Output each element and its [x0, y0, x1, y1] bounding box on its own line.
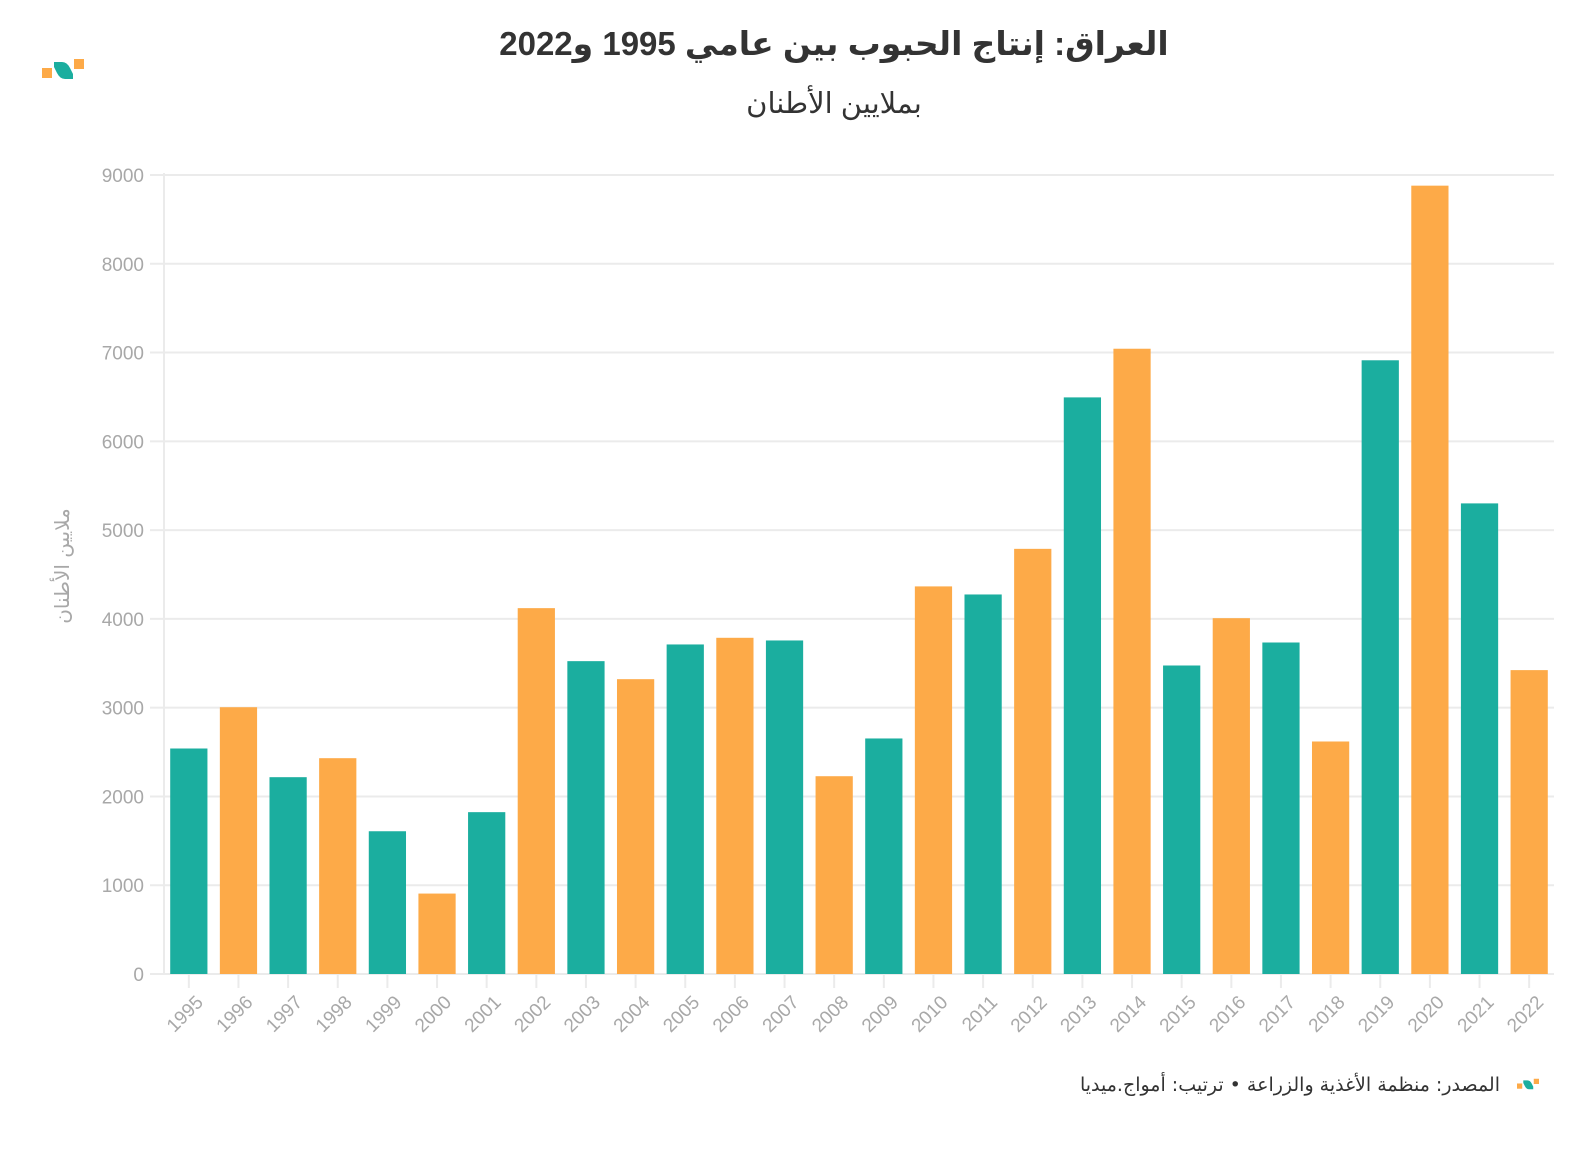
y-tick-label: 0	[133, 965, 144, 986]
x-tick-label: 2003	[560, 992, 605, 1037]
x-tick-label: 2011	[958, 992, 1002, 1036]
bar-2009[interactable]	[865, 738, 903, 974]
bar-1998[interactable]	[319, 758, 357, 974]
x-tick-label: 2006	[709, 992, 754, 1037]
bar-2018[interactable]	[1311, 741, 1350, 974]
x-tick-label: 2017	[1255, 992, 1300, 1037]
bar-2013[interactable]	[1063, 397, 1102, 975]
bar-2014[interactable]	[1113, 348, 1151, 974]
x-tick-label: 2019	[1354, 992, 1399, 1037]
x-tick-label: 2020	[1404, 992, 1449, 1037]
x-tick-label: 2018	[1305, 992, 1350, 1037]
bar-2010[interactable]	[914, 586, 953, 974]
bar-2021[interactable]	[1460, 503, 1499, 974]
source-footer: المصدر: منظمة الأغذية والزراعة • ترتيب: …	[1079, 1074, 1500, 1096]
bar-chart: 0 1000 2000 3000 4000 5000 6000 7000 8000 9000 19…	[50, 166, 1554, 1037]
bar-1997[interactable]	[269, 777, 307, 974]
bar-2004[interactable]	[616, 679, 655, 974]
y-tick-label: 2000	[102, 787, 144, 808]
x-tick-label: 2001	[461, 992, 506, 1037]
y-tick-label: 3000	[102, 699, 144, 720]
x-tick-label: 2008	[808, 992, 853, 1037]
x-tick-label: 2000	[411, 992, 456, 1037]
x-tick-label: 2021	[1454, 992, 1499, 1037]
x-tick-label: 1999	[362, 992, 407, 1037]
x-tick-label: 1998	[312, 992, 357, 1037]
bar-2007[interactable]	[765, 640, 804, 974]
bar-1995[interactable]	[170, 748, 208, 974]
bar-2022[interactable]	[1510, 670, 1548, 974]
bar-2020[interactable]	[1411, 185, 1449, 975]
y-tick-label: 1000	[102, 876, 144, 897]
bar-2000[interactable]	[418, 893, 456, 974]
x-axis: 1995 1996 1997 1998 1999 2000 2001 2002 2003 2004…	[163, 974, 1548, 1037]
y-axis-title: ملايين الأطنان	[50, 508, 74, 624]
chart-subtitle: بملايين الأطنان	[746, 88, 922, 120]
x-tick-label: 2010	[908, 992, 953, 1037]
bar-2005[interactable]	[666, 644, 704, 974]
x-tick-label: 1996	[213, 992, 258, 1037]
y-tick-label: 9000	[102, 166, 144, 187]
x-tick-label: 2004	[610, 992, 655, 1037]
x-tick-label: 2015	[1156, 992, 1201, 1037]
y-axis: 0 1000 2000 3000 4000 5000 6000 7000 8000 9000	[102, 166, 165, 986]
bar-2003[interactable]	[567, 661, 605, 974]
x-tick-label: 2022	[1503, 992, 1548, 1037]
y-tick-label: 8000	[102, 255, 144, 276]
y-tick-label: 4000	[102, 610, 144, 631]
bar-2019[interactable]	[1361, 360, 1399, 974]
bar-2016[interactable]	[1212, 618, 1250, 974]
bar-2008[interactable]	[815, 776, 853, 974]
y-tick-label: 5000	[102, 521, 144, 542]
y-tick-label: 6000	[102, 432, 144, 453]
brand-logo-icon	[42, 59, 84, 79]
x-tick-label: 2016	[1206, 992, 1251, 1037]
bar-2017[interactable]	[1262, 642, 1300, 974]
y-tick-label: 7000	[102, 344, 144, 365]
bar-2002[interactable]	[517, 608, 555, 974]
x-tick-label: 2014	[1106, 992, 1151, 1037]
bar-2001[interactable]	[468, 812, 506, 974]
x-tick-label: 2013	[1057, 992, 1102, 1037]
footer-logo-icon	[1517, 1078, 1539, 1090]
chart-title: العراق: إنتاج الحبوب بين عامي 1995 و2022	[499, 25, 1169, 62]
bar-2006[interactable]	[716, 637, 754, 974]
x-tick-label: 2012	[1007, 992, 1052, 1037]
x-tick-label: 1997	[262, 992, 307, 1037]
x-tick-label: 2002	[511, 992, 556, 1037]
bars	[170, 185, 1548, 975]
bar-1999[interactable]	[368, 831, 407, 974]
bar-2011[interactable]	[964, 594, 1002, 974]
bar-2012[interactable]	[1014, 548, 1052, 974]
x-tick-label: 2005	[659, 992, 704, 1037]
bar-2015[interactable]	[1163, 665, 1201, 974]
x-tick-label: 2009	[858, 992, 903, 1037]
x-tick-label: 2007	[759, 992, 804, 1037]
x-tick-label: 1995	[163, 992, 208, 1037]
bar-1996[interactable]	[219, 707, 258, 974]
